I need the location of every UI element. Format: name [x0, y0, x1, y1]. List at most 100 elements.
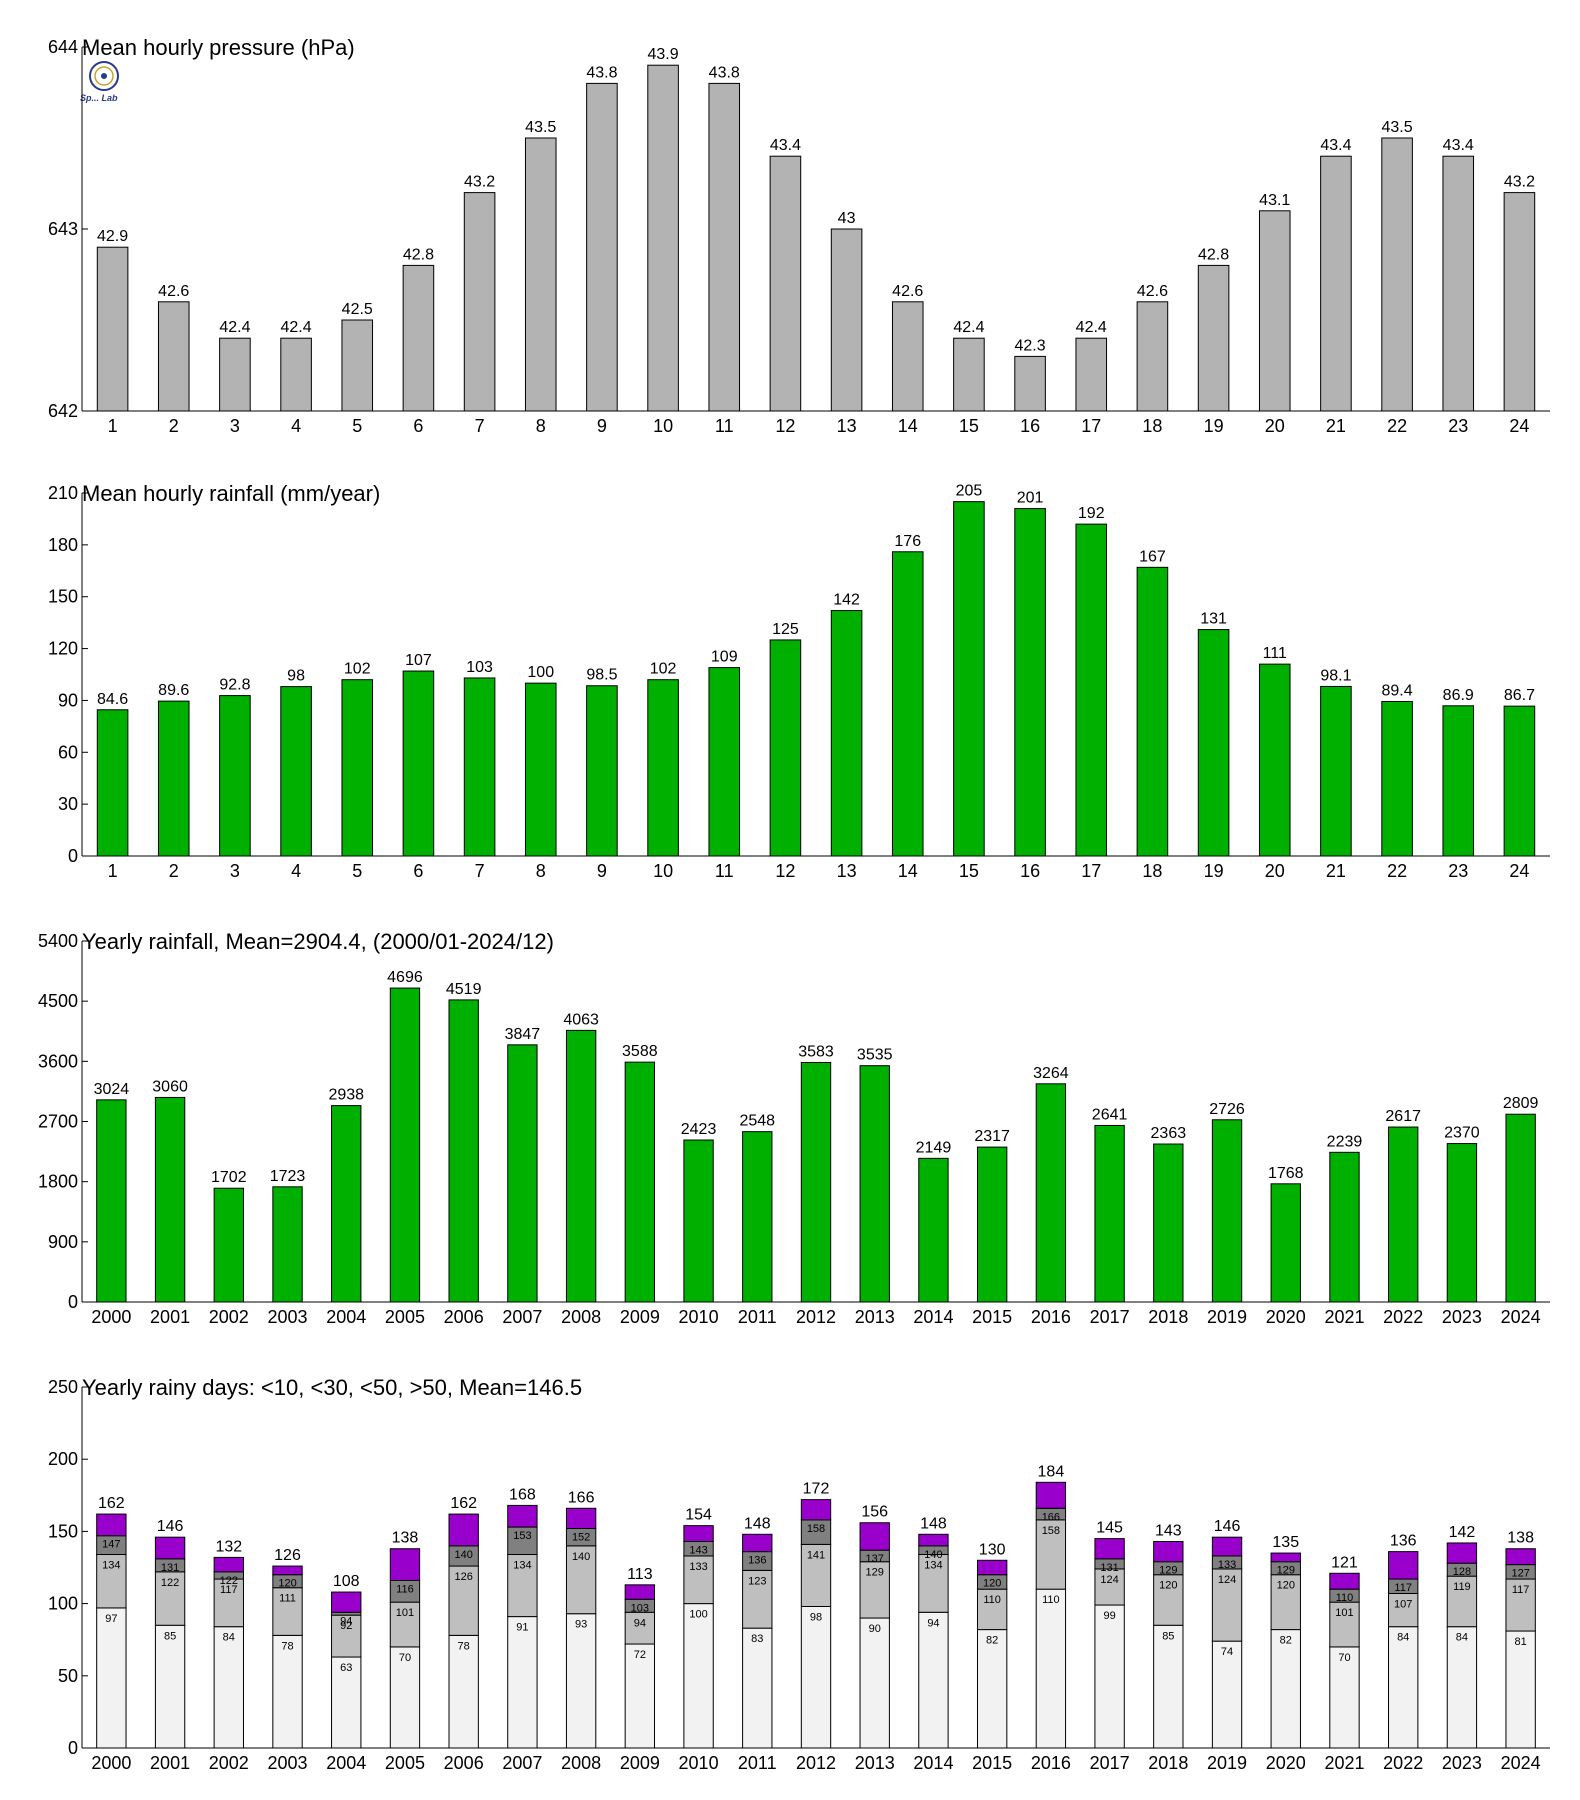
segment-lt30	[624, 1611, 656, 1645]
bar-data-label: 42.6	[158, 283, 189, 300]
label-total: 142	[1449, 1524, 1476, 1541]
x-tick-label: 12	[775, 861, 795, 881]
x-tick-label: 2021	[1324, 1753, 1364, 1773]
bar-data-label: 4696	[387, 969, 423, 986]
segment-gt50	[213, 1556, 244, 1573]
label-total: 136	[1390, 1533, 1417, 1550]
label-lt50: 140	[455, 1549, 473, 1561]
segment-gt50	[154, 1536, 186, 1560]
label-lt30: 101	[1335, 1607, 1353, 1619]
label-lt30: 119	[1453, 1581, 1471, 1593]
bar-data-label: 1702	[211, 1169, 247, 1186]
x-tick-label: 7	[475, 416, 485, 436]
segment-lt10	[331, 1656, 362, 1749]
bar	[1446, 1143, 1478, 1303]
bar	[331, 1105, 362, 1303]
x-tick-label: 2002	[209, 1307, 249, 1327]
bar-data-label: 2617	[1385, 1108, 1421, 1125]
bar-data-label: 2317	[974, 1128, 1010, 1145]
x-tick-label: 2016	[1031, 1753, 1071, 1773]
bar	[1505, 1113, 1536, 1303]
segment-gt50	[1505, 1548, 1536, 1566]
x-tick-label: 2006	[444, 1753, 484, 1773]
segment-gt50	[1329, 1572, 1360, 1590]
x-tick-label: 2	[169, 416, 179, 436]
segment-gt50	[389, 1548, 421, 1581]
segment-gt50	[1211, 1536, 1243, 1557]
label-total: 168	[509, 1486, 536, 1503]
label-lt50: 166	[1042, 1511, 1060, 1523]
label-lt10: 74	[1221, 1646, 1233, 1658]
x-tick-label: 2016	[1031, 1307, 1071, 1327]
bar	[1329, 1151, 1360, 1303]
x-tick-label: 23	[1448, 416, 1468, 436]
label-total: 121	[1331, 1554, 1358, 1571]
label-lt50: 143	[689, 1545, 707, 1557]
x-tick-label: 19	[1204, 416, 1224, 436]
label-lt10: 91	[516, 1622, 528, 1634]
x-tick-label: 11	[715, 861, 734, 881]
bar	[341, 679, 374, 857]
label-lt10: 63	[340, 1662, 352, 1674]
bar-data-label: 43.8	[586, 64, 617, 81]
bar-data-label: 1723	[270, 1168, 306, 1185]
label-total: 146	[1214, 1518, 1241, 1535]
bar	[1442, 155, 1475, 412]
label-lt10: 83	[751, 1633, 763, 1645]
segment-gt50	[1388, 1551, 1419, 1580]
x-tick-label: 2024	[1501, 1307, 1541, 1327]
x-tick-label: 2020	[1266, 1753, 1306, 1773]
bar-data-label: 42.8	[403, 246, 434, 263]
x-tick-label: 2009	[620, 1307, 660, 1327]
bar-data-label: 43.4	[770, 137, 801, 154]
x-tick-label: 16	[1020, 416, 1040, 436]
bar	[157, 301, 190, 412]
bar	[1197, 264, 1230, 412]
bar	[708, 82, 741, 412]
x-tick-label: 10	[653, 416, 673, 436]
x-tick-label: 8	[536, 861, 546, 881]
chart-title: Mean hourly rainfall (mm/year)	[82, 481, 380, 506]
bar	[341, 319, 374, 412]
bar	[769, 155, 802, 412]
logo: Sp... Lab	[80, 61, 119, 103]
x-tick-label: 2	[169, 861, 179, 881]
bar	[1211, 1119, 1243, 1303]
segment-lt10	[507, 1616, 538, 1749]
x-tick-label: 2007	[502, 1753, 542, 1773]
segment-lt10	[918, 1611, 949, 1749]
logo-text: Sp... Lab	[80, 93, 118, 103]
bar-data-label: 205	[956, 483, 983, 500]
bar	[154, 1096, 186, 1303]
x-tick-label: 2014	[913, 1307, 953, 1327]
segment-lt10	[1035, 1588, 1067, 1749]
label-total: 162	[450, 1495, 477, 1512]
y-tick-label: 3600	[38, 1051, 78, 1071]
x-tick-label: 2004	[326, 1307, 366, 1327]
x-tick-label: 11	[715, 416, 734, 436]
segment-lt30	[565, 1545, 597, 1615]
segment-lt30	[742, 1569, 773, 1629]
segment-lt10	[683, 1603, 714, 1749]
label-total: 145	[1096, 1520, 1123, 1537]
y-tick-label: 1800	[38, 1172, 78, 1192]
label-lt50: 122	[220, 1575, 238, 1587]
label-lt10: 70	[399, 1652, 411, 1664]
x-tick-label: 2022	[1383, 1753, 1423, 1773]
bar-data-label: 2363	[1151, 1125, 1187, 1142]
segment-lt10	[624, 1643, 656, 1749]
bar-data-label: 100	[527, 664, 554, 681]
label-lt10: 85	[1162, 1630, 1174, 1642]
bar-data-label: 42.4	[1076, 319, 1107, 336]
bar-data-label: 176	[894, 533, 921, 550]
y-tick-label: 644	[48, 37, 78, 57]
x-tick-label: 18	[1142, 416, 1162, 436]
segment-gt50	[448, 1513, 479, 1547]
y-tick-label: 150	[48, 587, 78, 607]
y-tick-label: 120	[48, 639, 78, 659]
y-tick-label: 180	[48, 535, 78, 555]
label-lt30: 107	[1394, 1598, 1412, 1610]
bar-data-label: 3588	[622, 1043, 658, 1060]
bar-data-label: 2370	[1444, 1125, 1480, 1142]
